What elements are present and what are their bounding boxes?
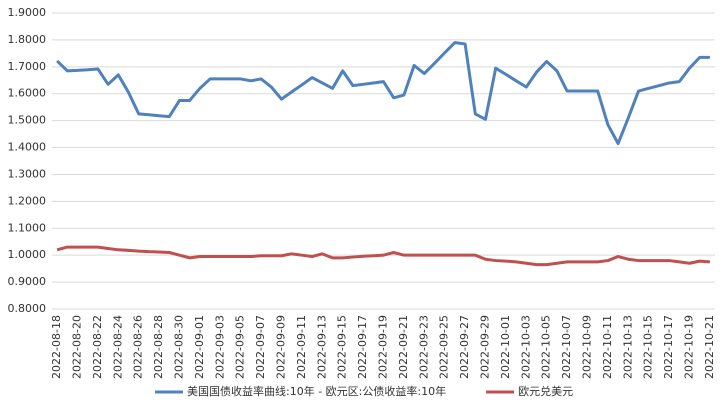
y-tick-label: 1.7000 (8, 60, 47, 73)
y-tick-label: 1.1000 (8, 221, 47, 234)
y-tick-label: 1.2000 (8, 194, 47, 207)
x-tick-label: 2022-08-20 (71, 315, 84, 379)
x-tick-label: 2022-09-07 (254, 315, 267, 379)
x-tick-label: 2022-10-11 (601, 315, 614, 379)
y-tick-label: 1.3000 (8, 167, 47, 180)
y-tick-label: 1.5000 (8, 114, 47, 127)
x-tick-label: 2022-09-11 (295, 315, 308, 379)
x-tick-label: 2022-09-23 (417, 315, 430, 379)
x-tick-label: 2022-10-03 (519, 315, 532, 379)
x-tick-label: 2022-09-27 (458, 315, 471, 379)
x-tick-label: 2022-09-19 (377, 315, 390, 379)
x-tick-label: 2022-09-03 (213, 315, 226, 379)
x-tick-label: 2022-10-21 (703, 315, 716, 379)
x-tick-label: 2022-10-05 (540, 315, 553, 379)
y-tick-label: 1.9000 (8, 6, 47, 19)
x-tick-label: 2022-09-01 (193, 315, 206, 379)
y-tick-label: 1.8000 (8, 33, 47, 46)
x-tick-label: 2022-08-26 (132, 315, 145, 379)
x-tick-label: 2022-09-17 (356, 315, 369, 379)
x-tick-label: 2022-10-17 (662, 315, 675, 379)
series-line (56, 41, 710, 146)
x-tick-label: 2022-09-21 (397, 315, 410, 379)
x-tick-label: 2022-09-13 (315, 315, 328, 379)
x-tick-label: 2022-09-29 (479, 315, 492, 379)
x-tick-label: 2022-08-18 (50, 315, 63, 379)
x-tick-label: 2022-09-15 (336, 315, 349, 379)
y-tick-label: 0.9000 (8, 275, 47, 288)
x-tick-label: 2022-10-09 (581, 315, 594, 379)
y-tick-label: 0.8000 (8, 302, 47, 315)
y-tick-label: 1.6000 (8, 87, 47, 100)
x-tick-label: 2022-08-22 (91, 315, 104, 379)
x-tick-label: 2022-10-13 (621, 315, 634, 379)
x-tick-label: 2022-08-24 (111, 315, 124, 379)
x-tick-label: 2022-09-09 (275, 315, 288, 379)
x-tick-label: 2022-08-28 (152, 315, 165, 379)
x-tick-label: 2022-10-19 (683, 315, 696, 379)
y-tick-label: 1.4000 (8, 141, 47, 154)
x-tick-label: 2022-10-01 (499, 315, 512, 379)
series-line (56, 245, 711, 267)
legend-label: 美国国债收益率曲线:10年 - 欧元区:公债收益率:10年 (187, 384, 446, 398)
legend-label: 欧元兑美元 (518, 384, 573, 398)
x-tick-label: 2022-10-15 (642, 315, 655, 379)
x-tick-label: 2022-09-05 (234, 315, 247, 379)
x-tick-label: 2022-08-30 (173, 315, 186, 379)
y-tick-label: 1.0000 (8, 248, 47, 261)
x-tick-label: 2022-09-25 (438, 315, 451, 379)
x-tick-label: 2022-10-07 (560, 315, 573, 379)
